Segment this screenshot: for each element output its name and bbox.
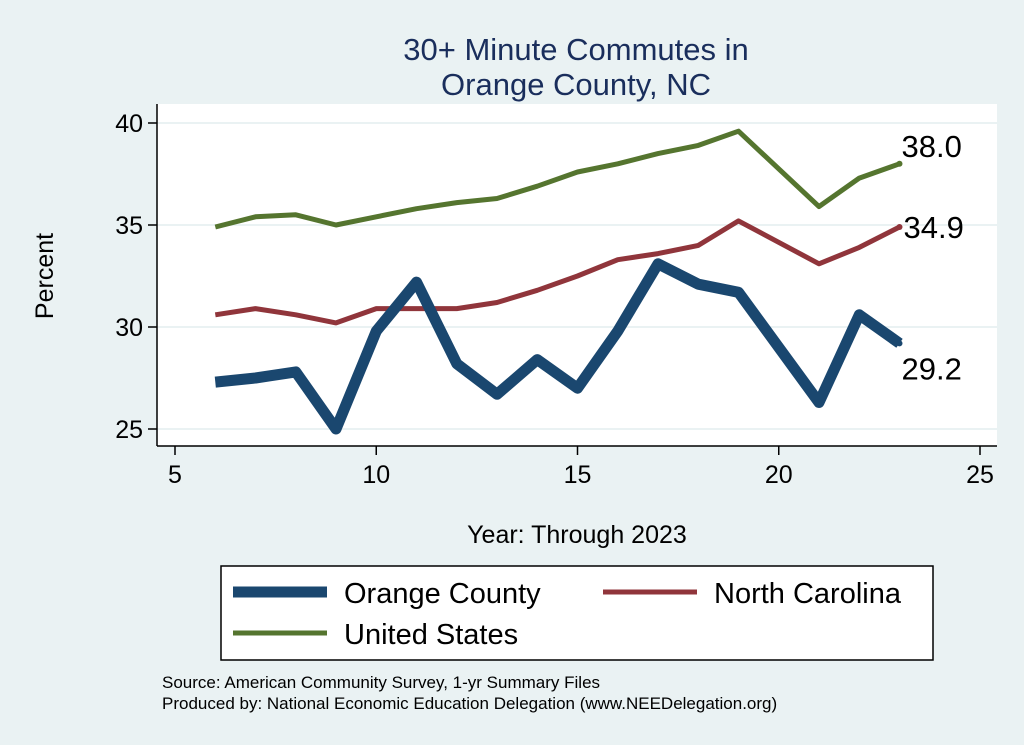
x-axis-title: Year: Through 2023 [467, 521, 687, 549]
legend-label-united-states: United States [344, 619, 518, 651]
series-end-point-north-carolina [896, 224, 903, 231]
y-axis-ticks: 25 30 35 40 [115, 110, 157, 444]
legend-box [220, 565, 934, 661]
y-tick-label-25: 25 [115, 416, 143, 444]
series-end-point-united-states [896, 160, 903, 167]
legend: Orange County North Carolina United States [233, 578, 902, 651]
y-axis-title: Percent [31, 233, 59, 319]
legend-label-north-carolina: North Carolina [714, 578, 902, 610]
series-line-north-carolina [214, 218, 901, 326]
legend-label-orange-county: Orange County [344, 578, 541, 610]
y-tick-label-35: 35 [115, 212, 143, 240]
x-axis-ticks: 5 10 15 20 25 [168, 446, 994, 489]
end-label-orange-county: 29.2 [902, 351, 962, 386]
chart-title-line-2: Orange County, NC [441, 67, 711, 102]
source-line-1: Source: American Community Survey, 1-yr … [162, 673, 600, 692]
end-label-united-states: 38.0 [902, 129, 962, 164]
x-tick-label-25: 25 [966, 461, 994, 489]
source-line-2: Produced by: National Economic Education… [162, 694, 777, 713]
gridlines [157, 122, 997, 430]
end-label-north-carolina: 34.9 [904, 210, 964, 245]
x-tick-label-15: 15 [564, 461, 592, 489]
y-tick-label-40: 40 [115, 110, 143, 138]
series-line-orange-county [214, 258, 903, 435]
end-labels: 29.2 34.9 38.0 [902, 129, 964, 387]
series-line-united-states [214, 128, 901, 230]
chart-title-line-1: 30+ Minute Commutes in [403, 32, 748, 67]
series-lines [214, 128, 903, 435]
x-tick-label-10: 10 [362, 461, 390, 489]
x-tick-label-5: 5 [168, 461, 182, 489]
x-tick-label-20: 20 [765, 461, 793, 489]
y-tick-label-30: 30 [115, 314, 143, 342]
series-end-point-orange-county [896, 340, 903, 347]
